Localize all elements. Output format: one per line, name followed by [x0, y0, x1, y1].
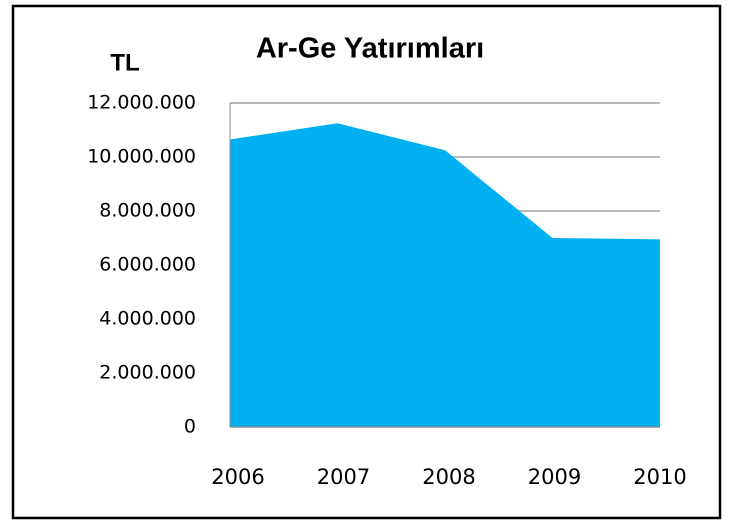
y-tick-label: 2.000.000 [99, 362, 196, 384]
chart-title: Ar-Ge Yatırımları [256, 33, 484, 65]
x-tick-label: 2006 [211, 465, 264, 489]
y-tick-label: 10.000.000 [87, 146, 196, 168]
area [230, 123, 660, 427]
y-tick-label: 12.000.000 [87, 92, 196, 114]
x-tick-label: 2010 [633, 465, 686, 489]
x-tick-label: 2008 [422, 465, 475, 489]
x-tick-label: 2009 [528, 465, 581, 489]
y-tick-label: 8.000.000 [99, 200, 196, 222]
y-axis-label: TL [110, 49, 139, 76]
y-tick-label: 6.000.000 [99, 254, 196, 276]
y-tick-label: 0 [184, 416, 196, 438]
x-tick-label: 2007 [317, 465, 370, 489]
y-tick-label: 4.000.000 [99, 308, 196, 330]
